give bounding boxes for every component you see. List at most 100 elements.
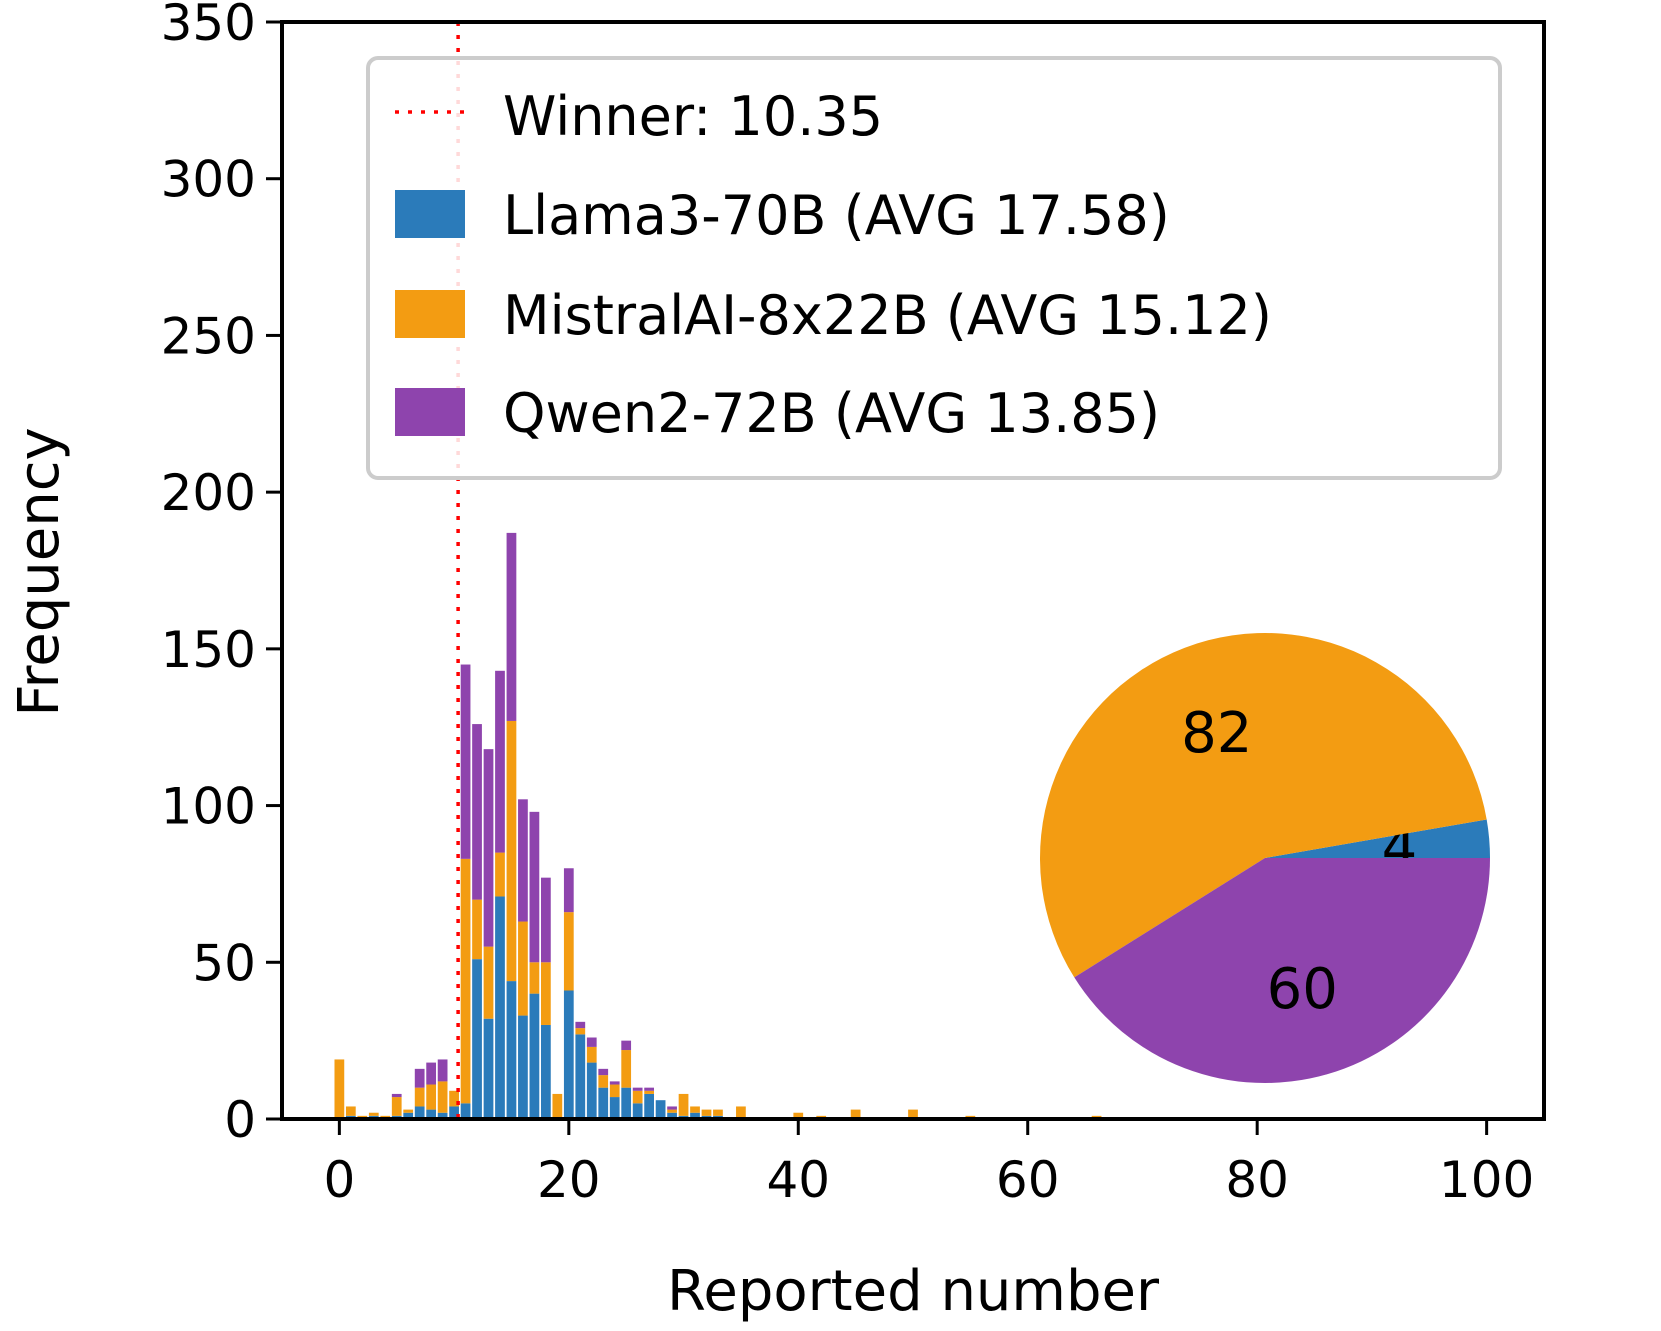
bar-mistral-35: [736, 1106, 746, 1119]
x-tick-label-80: 80: [1225, 1151, 1289, 1209]
bar-mistral-9: [437, 1081, 448, 1113]
bar-llama-16: [518, 1015, 528, 1119]
bar-llama-29: [667, 1112, 677, 1119]
bar-mistral-19: [552, 1093, 563, 1119]
legend: Winner: 10.35 Llama3-70B (AVG 17.58) Mis…: [366, 56, 1502, 480]
pie-slice-60: [1074, 858, 1490, 1083]
bar-mistral-18: [540, 962, 551, 1025]
x-axis-ticks: 0 20 40 60 80 100: [323, 1119, 1534, 1209]
bar-mistral-50: [908, 1109, 918, 1119]
bar-mistral-10: [449, 1090, 459, 1107]
bar-llama-13: [483, 1018, 494, 1119]
bar-qwen-20: [563, 868, 574, 913]
legend-frame: [366, 56, 1502, 480]
bar-qwen-17: [529, 811, 540, 963]
legend-winner-label: Winner: 10.35: [503, 85, 883, 148]
bar-llama-28: [655, 1100, 666, 1119]
bar-qwen-23: [598, 1068, 609, 1076]
bar-mistral-5: [391, 1097, 402, 1116]
bar-llama-31: [690, 1112, 700, 1119]
bar-mistral-26: [632, 1090, 643, 1104]
y-tick-label-150: 150: [161, 621, 256, 679]
bar-mistral-40: [793, 1112, 804, 1119]
y-tick-label-100: 100: [161, 778, 256, 836]
bar-mistral-32: [701, 1109, 712, 1116]
bar-qwen-7: [414, 1068, 425, 1088]
bar-mistral-11: [460, 858, 471, 1104]
legend-swatch-llama: [395, 190, 465, 238]
bar-mistral-30: [678, 1093, 689, 1116]
y-tick-label-250: 250: [161, 307, 256, 365]
bar-mistral-6: [403, 1109, 414, 1113]
bar-mistral-31: [690, 1106, 700, 1113]
bar-mistral-25: [621, 1050, 632, 1088]
bar-llama-27: [644, 1093, 655, 1119]
bar-llama-21: [575, 1034, 586, 1119]
bar-llama-10: [449, 1106, 459, 1119]
bar-qwen-11: [460, 664, 471, 859]
bar-llama-14: [495, 896, 505, 1119]
bar-mistral-29: [667, 1109, 677, 1113]
y-tick-label-50: 50: [192, 934, 256, 992]
axes-frame: [280, 20, 1546, 1121]
bar-mistral-0: [334, 1059, 345, 1119]
legend-label-llama: Llama3-70B (AVG 17.58): [503, 184, 1170, 247]
bar-llama-25: [621, 1087, 632, 1119]
bar-llama-18: [540, 1024, 551, 1119]
bar-mistral-16: [518, 921, 528, 1016]
y-tick-label-0: 0: [224, 1091, 256, 1149]
bar-llama-23: [598, 1087, 609, 1119]
bar-llama-12: [472, 959, 482, 1119]
bar-llama-8: [426, 1109, 437, 1119]
bar-mistral-1: [345, 1106, 356, 1116]
pie-label-60: 60: [1267, 957, 1338, 1022]
legend-swatch-mistral: [395, 290, 465, 338]
bar-mistral-33: [713, 1109, 723, 1116]
bar-qwen-21: [575, 1021, 586, 1029]
bar-llama-26: [632, 1103, 643, 1119]
y-tick-label-350: 350: [161, 0, 256, 52]
bar-qwen-22: [586, 1037, 597, 1047]
bar-qwen-24: [609, 1081, 620, 1085]
pie-slice-82: [1040, 633, 1487, 978]
bar-mistral-12: [472, 899, 482, 960]
bar-qwen-18: [540, 877, 551, 963]
bar-llama-6: [403, 1112, 414, 1119]
pie-label-82: 82: [1181, 701, 1252, 766]
bar-llama-20: [563, 990, 574, 1119]
bar-llama-22: [586, 1062, 597, 1119]
bar-mistral-27: [644, 1090, 655, 1094]
bar-llama-11: [460, 1103, 471, 1119]
bar-llama-17: [529, 993, 540, 1119]
bar-mistral-3: [368, 1112, 379, 1116]
pie-slice-4: [1265, 819, 1491, 858]
bar-llama-24: [609, 1097, 620, 1119]
bar-llama-9: [437, 1112, 448, 1119]
bar-qwen-15: [506, 532, 517, 721]
x-tick-label-40: 40: [766, 1151, 830, 1209]
y-axis-label: Frequency: [7, 427, 72, 716]
y-axis-ticks: 0 50 100 150 200 250 300 350: [161, 0, 282, 1149]
bar-mistral-14: [495, 852, 505, 897]
bar-mistral-13: [483, 946, 494, 1019]
bar-llama-15: [506, 981, 517, 1119]
bar-llama-7: [414, 1106, 425, 1119]
legend-swatch-qwen: [395, 388, 465, 436]
bar-qwen-16: [518, 799, 528, 922]
bar-qwen-9: [437, 1059, 448, 1082]
bar-qwen-29: [667, 1106, 677, 1110]
bar-mistral-45: [850, 1109, 861, 1119]
bar-mistral-22: [586, 1046, 597, 1063]
bar-mistral-7: [414, 1087, 425, 1107]
x-tick-label-60: 60: [996, 1151, 1060, 1209]
y-tick-label-200: 200: [161, 464, 256, 522]
bar-qwen-25: [621, 1040, 632, 1051]
y-tick-label-300: 300: [161, 151, 256, 209]
bar-mistral-21: [575, 1028, 586, 1035]
legend-label-mistral: MistralAI-8x22B (AVG 15.12): [503, 284, 1272, 347]
x-axis-label: Reported number: [667, 1259, 1160, 1324]
bar-qwen-27: [644, 1087, 655, 1091]
bar-mistral-23: [598, 1075, 609, 1088]
